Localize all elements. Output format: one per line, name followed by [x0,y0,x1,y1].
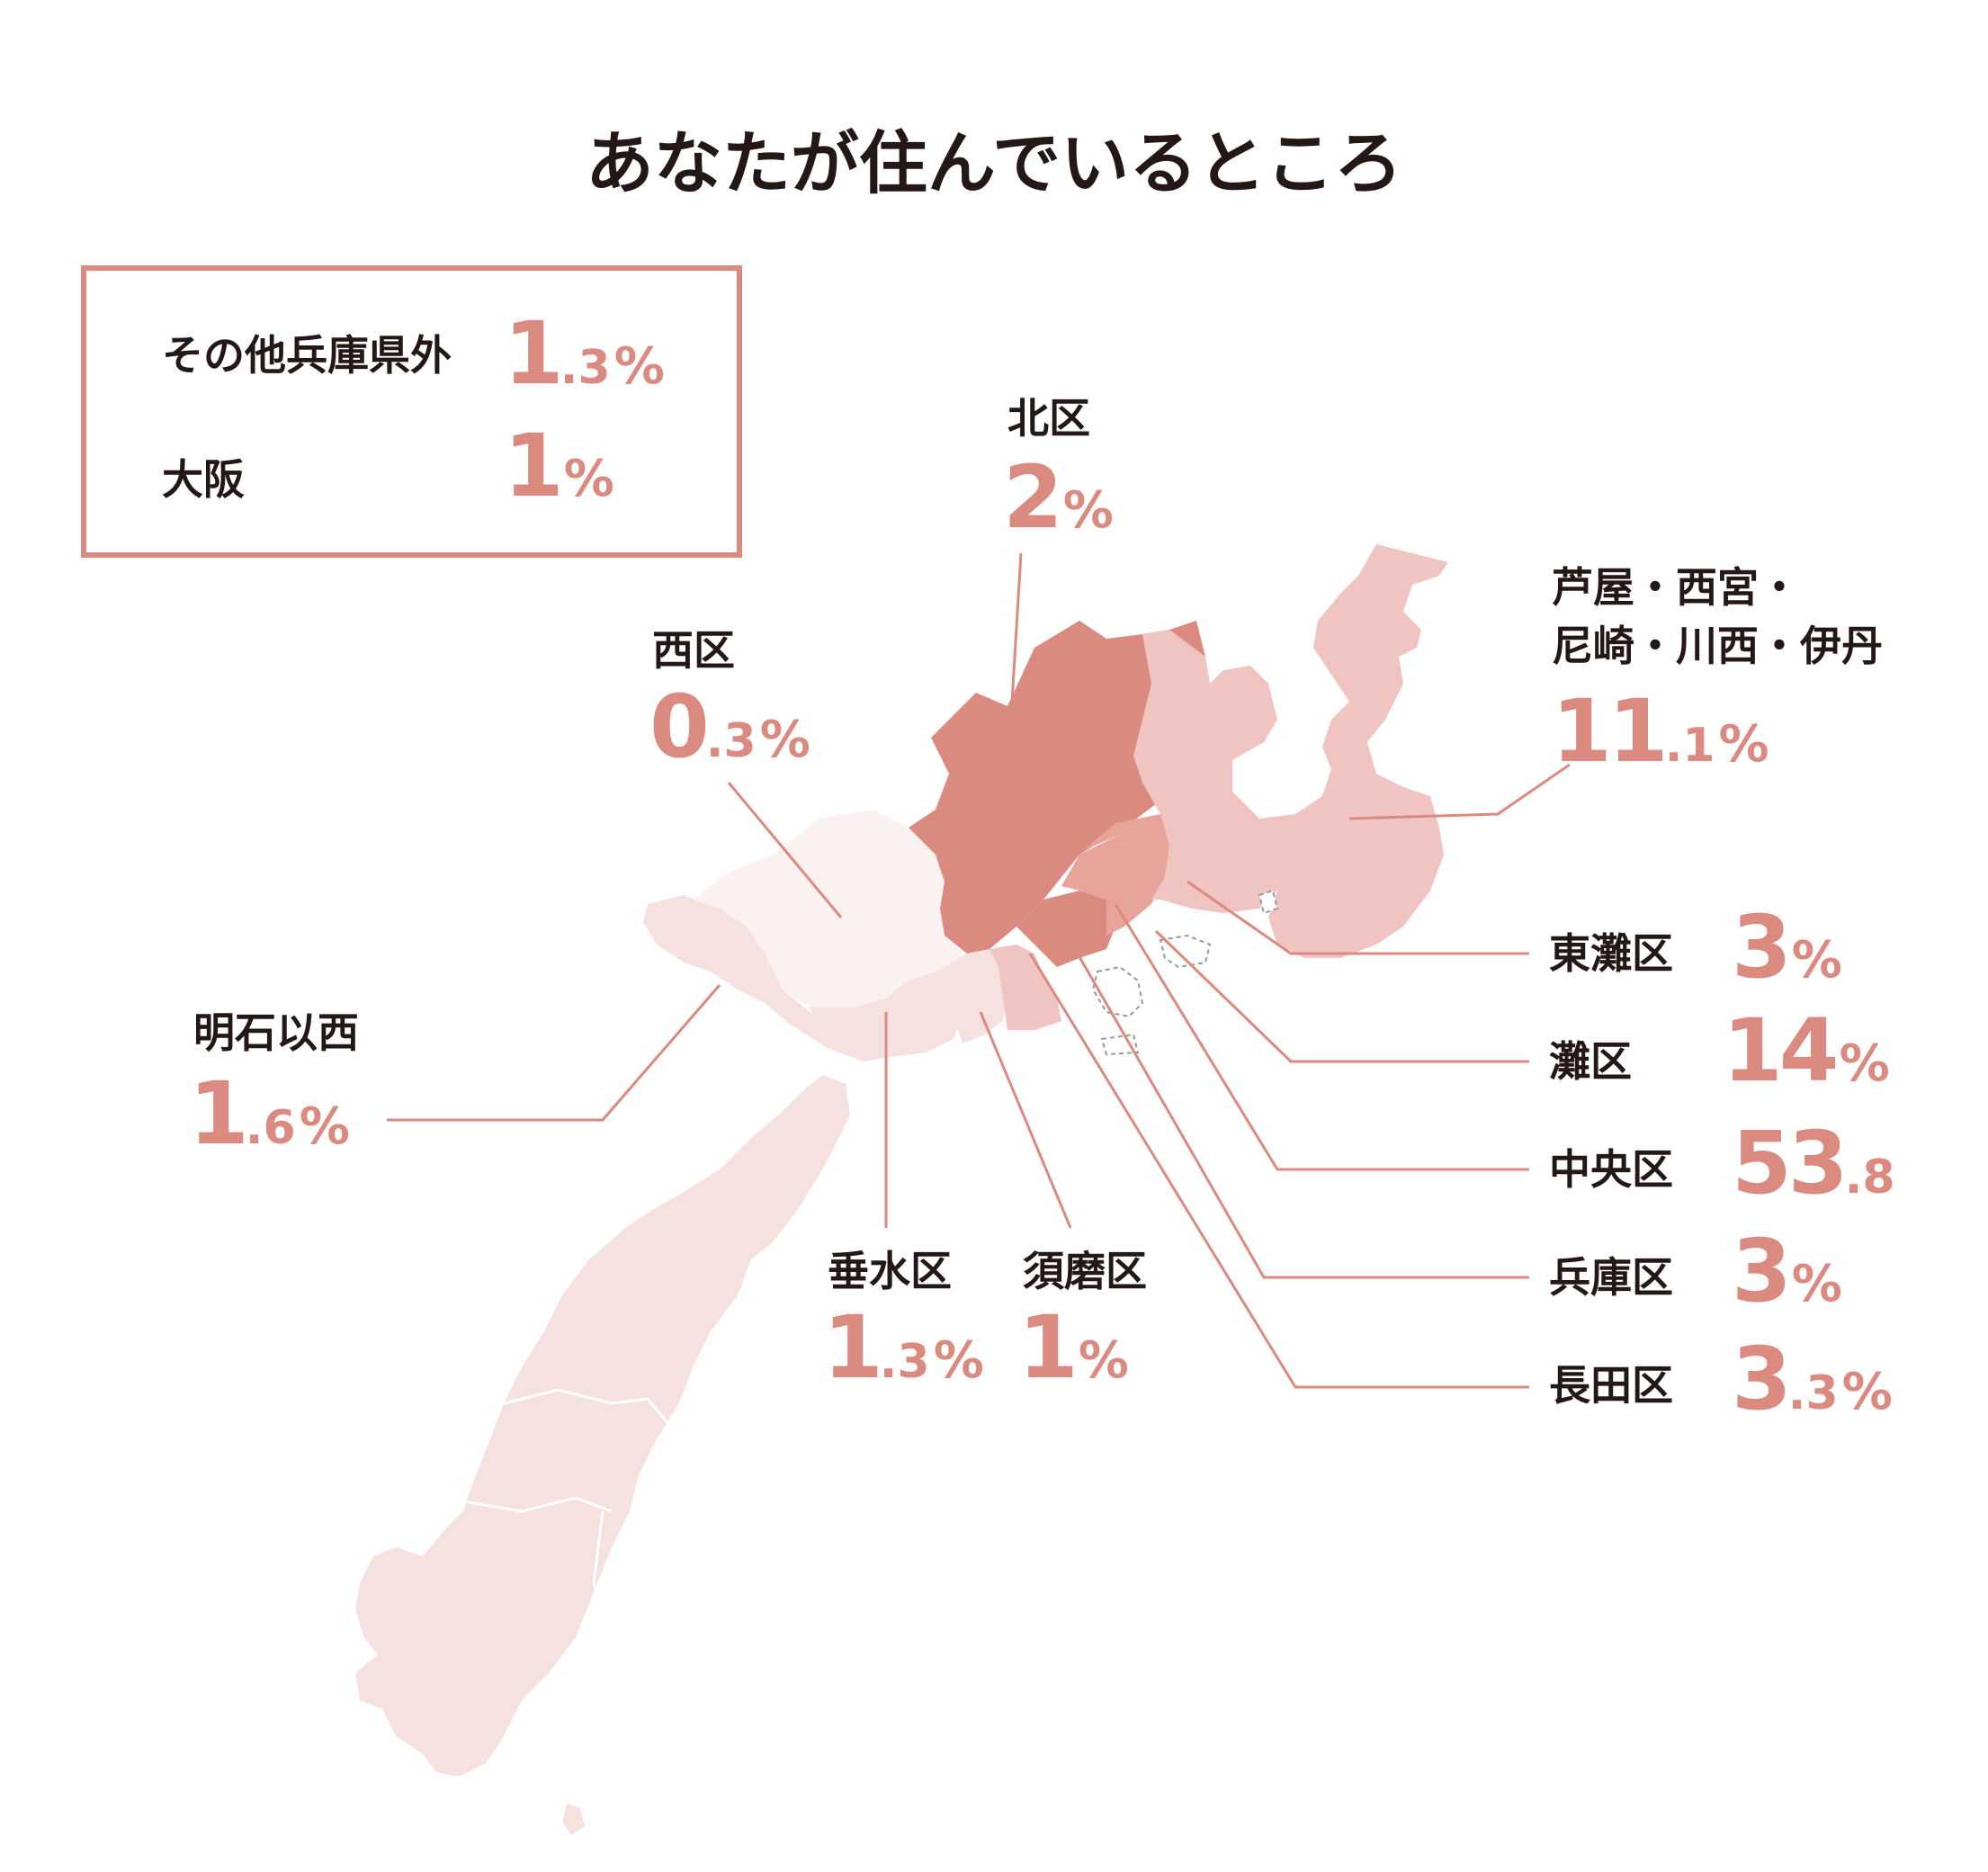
value-akashi: 1.6% [189,1063,350,1164]
value-osaka: 1% [504,416,614,516]
region-nishi [693,810,963,1008]
label-kita: 北区 [1007,394,1090,443]
region-nagata [990,945,1061,1030]
value-nagata: 3.3% [1732,1329,1893,1429]
value-kita: 2% [1003,447,1114,548]
region-hyogo [1016,891,1115,967]
page-title: あなたが住んでいるところ [585,123,1403,203]
label-ashiya-line1: 芦屋・西宮・ [1552,563,1800,612]
label-other-hyogo: その他兵庫県外 [162,331,452,380]
value-ashiya: 11.1% [1552,681,1769,782]
label-suma: 須磨区 [1023,1247,1147,1295]
awaji-tip [562,1804,585,1835]
leader-suma [979,1011,1072,1229]
leader-nishi [727,782,843,918]
leader-nagata [1028,953,1529,1389]
value-tarumi: 1.3% [823,1297,984,1398]
region-ashiya-nishinomiya [1133,544,1448,958]
value-hyogo: 3% [1732,1221,1842,1321]
label-ashiya-line2: 尼崎・川西・伊丹 [1552,622,1883,670]
value-chuo: 53.8 [1732,1113,1895,1214]
label-nishi: 西区 [652,626,735,675]
leader-higashinada [1187,880,1529,955]
leader-kita [1010,552,1023,703]
leader-ashiya [1348,763,1571,820]
value-other-hyogo: 1.3% [504,303,665,404]
leader-akashi [387,984,721,1122]
value-nishi: 0.3% [649,676,810,777]
leader-nada [1154,929,1529,1063]
label-hyogo: 兵庫区 [1549,1253,1673,1302]
label-osaka: 大阪 [162,455,245,504]
value-nada: 14% [1723,1000,1890,1101]
region-suma [936,949,1007,1043]
awaji-island [355,1075,850,1777]
label-nagata: 長田区 [1549,1361,1673,1410]
value-higashinada: 3% [1732,897,1842,998]
value-suma: 1% [1018,1297,1129,1398]
label-tarumi: 垂水区 [828,1247,952,1295]
region-higashinada [1151,796,1277,913]
label-chuo: 中央区 [1549,1145,1673,1194]
region-chuo [1061,832,1169,936]
region-nada [1084,810,1178,850]
label-nada: 灘区 [1549,1037,1632,1086]
leader-chuo [1114,903,1529,1171]
region-kita [909,621,1210,954]
leader-hyogo [1073,948,1529,1279]
other-regions-box [81,265,742,558]
label-higashinada: 東灘区 [1549,929,1673,978]
label-akashi: 明石以西 [193,1008,359,1057]
